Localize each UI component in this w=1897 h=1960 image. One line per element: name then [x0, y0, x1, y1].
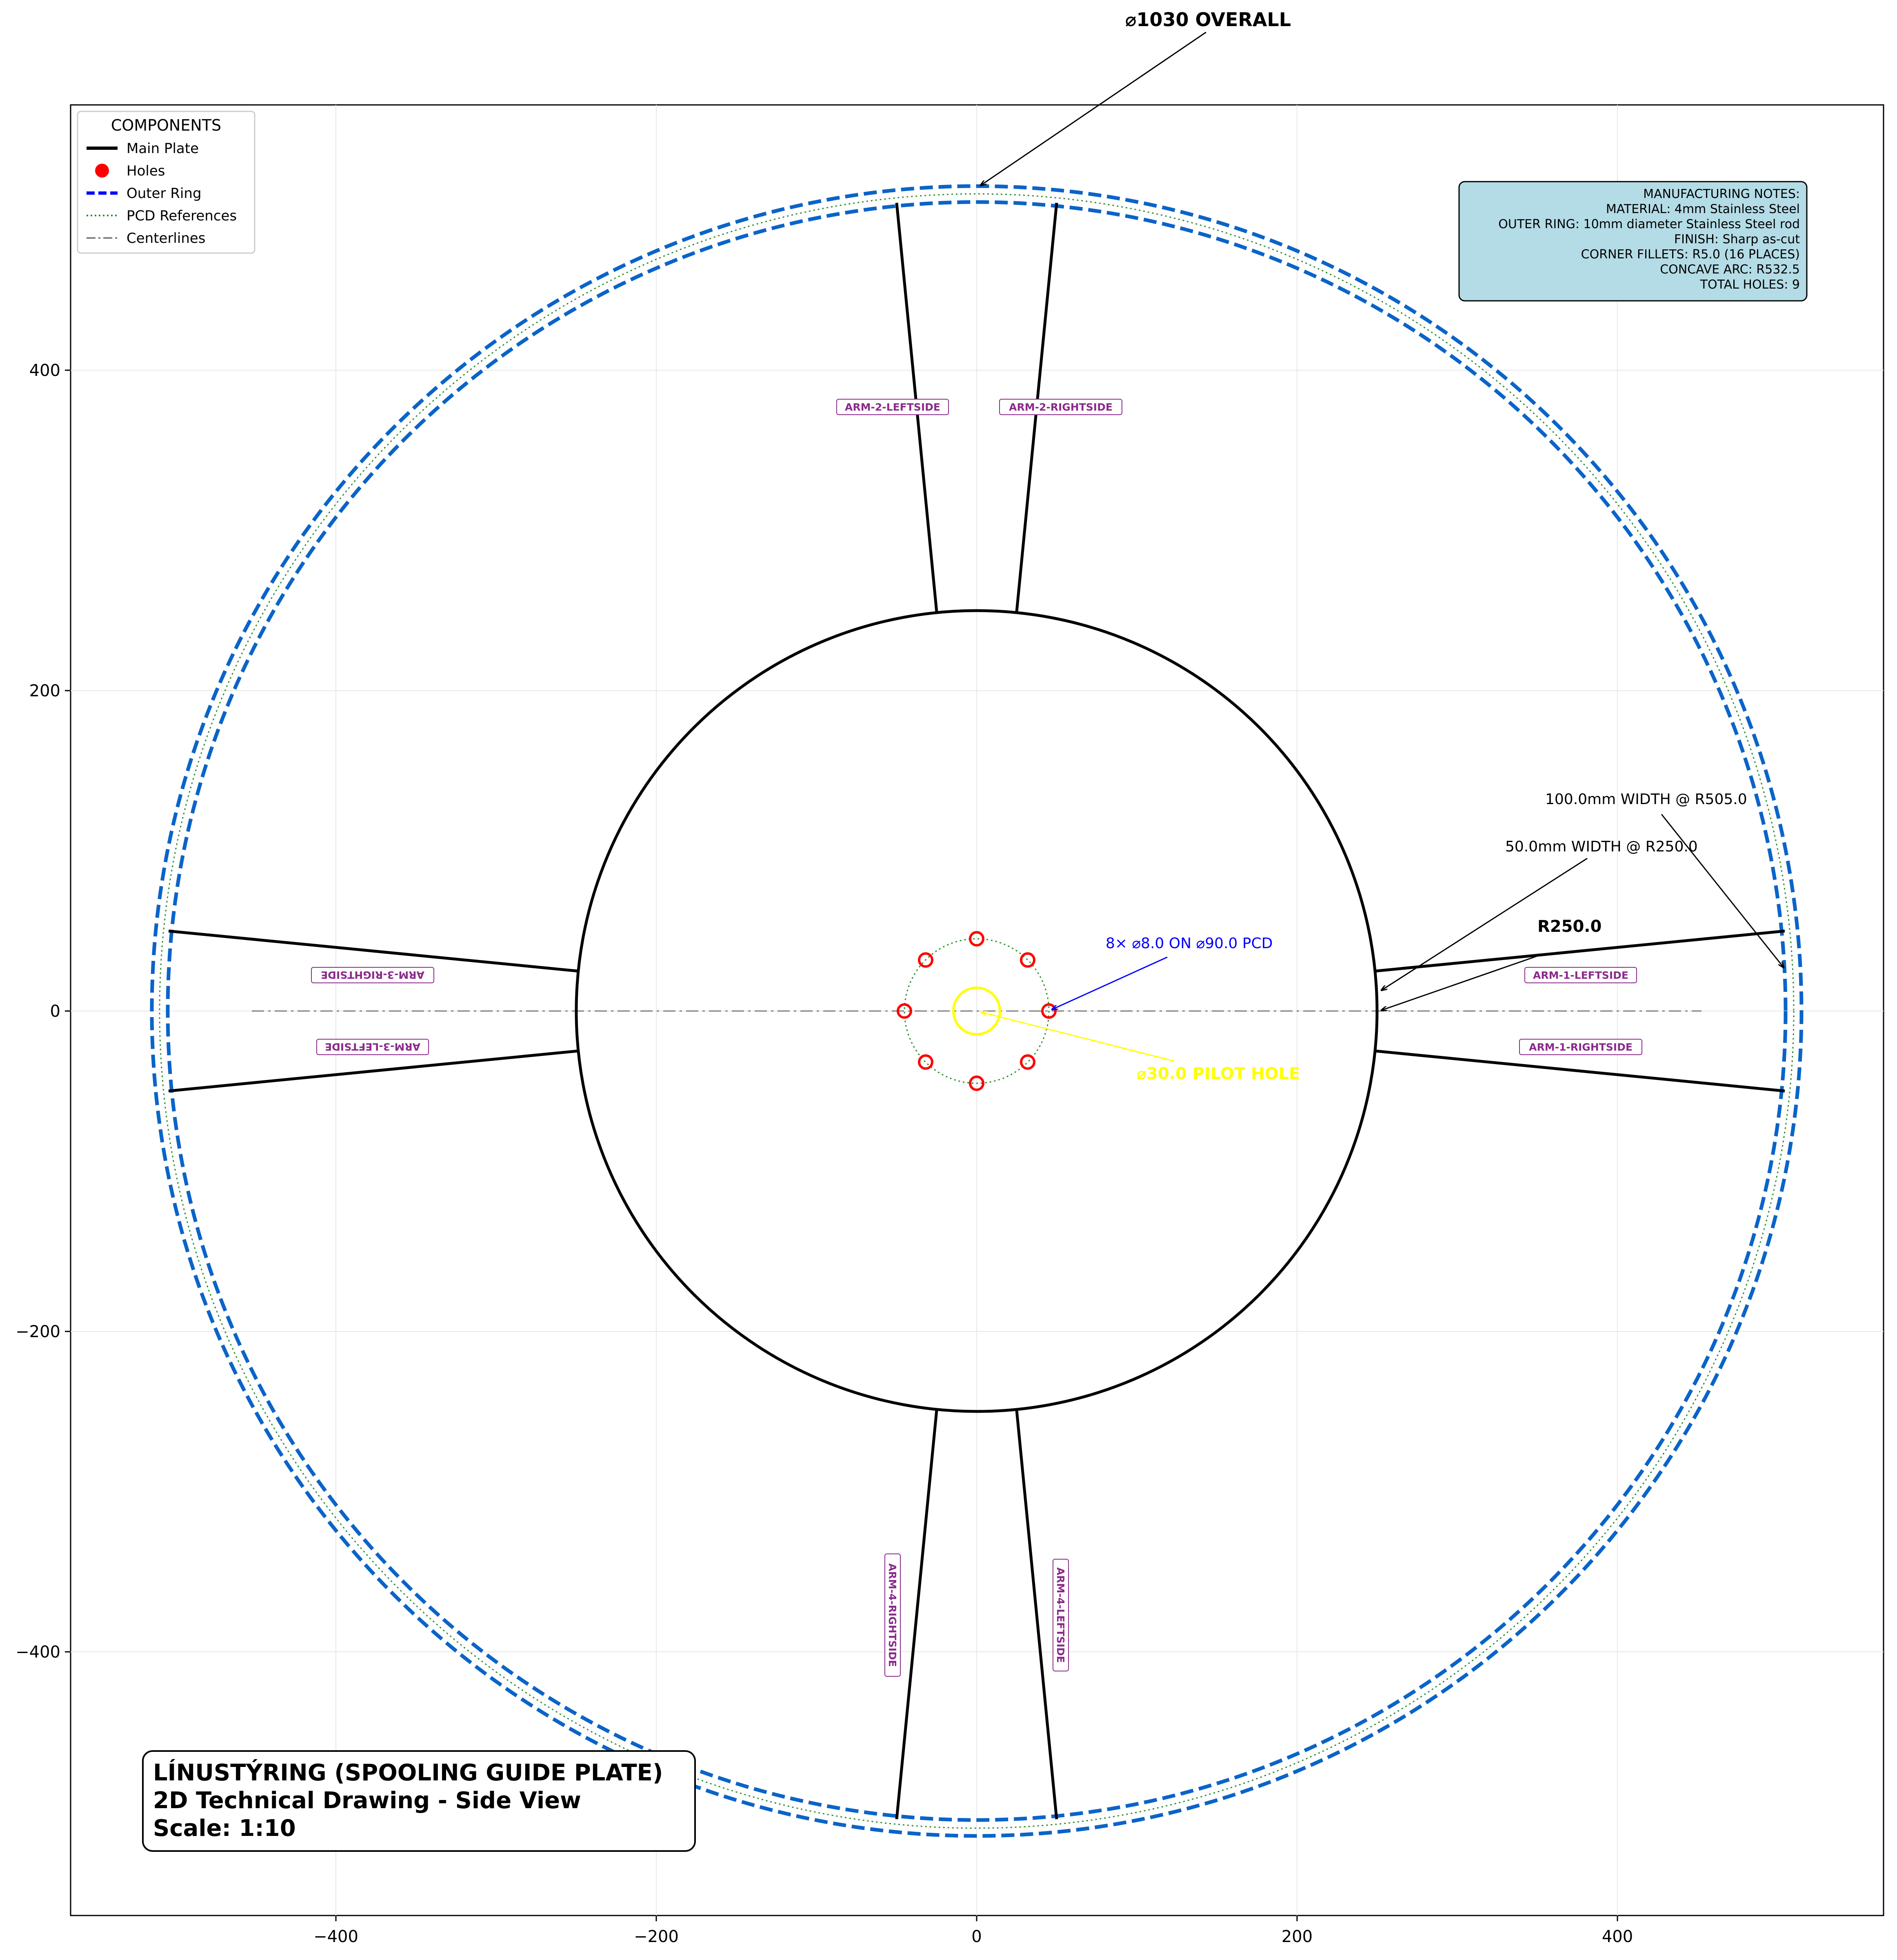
- pcd-label: 8× ⌀8.0 ON ⌀90.0 PCD: [1106, 935, 1273, 952]
- legend-swatch-holes: [95, 164, 109, 178]
- width-outer-label: 100.0mm WIDTH @ R505.0: [1545, 791, 1747, 808]
- y-tick-label: 400: [29, 361, 60, 380]
- manufacturing-notes: MANUFACTURING NOTES: MATERIAL: 4mm Stain…: [1458, 181, 1808, 302]
- arm-3-right-edge: [168, 929, 578, 973]
- drawing-subtitle: 2D Technical Drawing - Side View: [153, 1787, 581, 1814]
- bolt-hole: [969, 1076, 984, 1091]
- outer-ring-inner-edge: [166, 200, 1788, 1822]
- drawing-scale: Scale: 1:10: [153, 1815, 296, 1842]
- arm-label-1-left: ARM-1-LEFTSIDE: [1524, 967, 1637, 983]
- legend-box: [77, 111, 255, 254]
- bolt-holes: [897, 931, 1057, 1091]
- notes-line: MANUFACTURING NOTES:: [1643, 187, 1800, 201]
- arm-labels: ARM-1-LEFTSIDE ARM-1-RIGHTSIDE ARM-2-LEF…: [311, 399, 1642, 1677]
- overall-leader: [981, 31, 1206, 185]
- legend-label: PCD References: [127, 208, 237, 224]
- tick-marks: [65, 369, 1618, 1921]
- arm-label-1-right: ARM-1-RIGHTSIDE: [1519, 1039, 1642, 1055]
- pilot-hole: [952, 987, 1001, 1036]
- bolt-hole: [969, 931, 984, 947]
- radius-leader: [1382, 954, 1542, 1010]
- x-tick-label: 400: [1602, 1927, 1633, 1946]
- arm-label-text: ARM-2-RIGHTSIDE: [1009, 401, 1113, 413]
- overall-dimension-label: ⌀1030 OVERALL: [1125, 9, 1291, 31]
- notes-line: FINISH: Sharp as-cut: [1674, 232, 1800, 247]
- notes-line: TOTAL HOLES: 9: [1700, 278, 1800, 292]
- arm-label-text: ARM-1-LEFTSIDE: [1533, 969, 1628, 981]
- arm-label-text: ARM-4-LEFTSIDE: [1055, 1567, 1066, 1663]
- radius-label: R250.0: [1537, 917, 1602, 936]
- arm-label-2-left: ARM-2-LEFTSIDE: [836, 399, 949, 415]
- arm-label-4-right: ARM-4-RIGHTSIDE: [884, 1553, 901, 1677]
- legend-label: Outer Ring: [127, 185, 202, 202]
- x-tick-label: −200: [634, 1927, 679, 1946]
- notes-line: OUTER RING: 10mm diameter Stainless Stee…: [1498, 217, 1800, 231]
- arm-4-right-edge: [895, 1410, 938, 1820]
- pilot-leader: [982, 1012, 1175, 1062]
- legend-label: Holes: [127, 163, 165, 179]
- x-tick-label: −400: [313, 1927, 358, 1946]
- leader-lines: [981, 31, 1784, 1062]
- bolt-hole: [918, 952, 933, 968]
- bolt-hole: [1041, 1003, 1057, 1019]
- pcd-leader: [1052, 956, 1168, 1009]
- outer-ring-centerline: [159, 193, 1795, 1829]
- outer-ring: [150, 184, 1804, 1838]
- legend: COMPONENTS Main Plate Holes Outer Ring P…: [77, 111, 255, 254]
- legend-title: COMPONENTS: [111, 116, 221, 134]
- grid: [71, 105, 1884, 1916]
- x-tick-label: 0: [971, 1927, 982, 1946]
- width-inner-leader: [1382, 858, 1588, 990]
- arm-1-left-edge: [1375, 929, 1785, 973]
- legend-label: Centerlines: [127, 230, 206, 247]
- y-tick-labels: 400 200 0 −200 −400: [16, 361, 60, 1662]
- arm-label-3-left: ARM-3-LEFTSIDE: [316, 1039, 429, 1055]
- arm-label-4-left: ARM-4-LEFTSIDE: [1053, 1559, 1069, 1671]
- notes-line: CONCAVE ARC: R532.5: [1660, 262, 1800, 277]
- width-outer-leader: [1661, 814, 1784, 967]
- bolt-hole: [1020, 952, 1035, 968]
- x-tick-labels: −400 −200 0 200 400: [313, 1927, 1633, 1946]
- hub-circle: [575, 609, 1379, 1413]
- arm-label-2-right: ARM-2-RIGHTSIDE: [999, 399, 1122, 415]
- arm-label-text: ARM-3-RIGHTSIDE: [321, 969, 424, 981]
- width-inner-label: 50.0mm WIDTH @ R250.0: [1505, 838, 1698, 855]
- arm-label-text: ARM-3-LEFTSIDE: [325, 1041, 420, 1053]
- pcd-reference-circle: [904, 938, 1050, 1084]
- outer-ring-outer-edge: [150, 184, 1804, 1838]
- title-block: LÍNUSTÝRING (SPOOLING GUIDE PLATE) 2D Te…: [142, 1750, 696, 1852]
- arm-1-right-edge: [1375, 1049, 1785, 1093]
- notes-box: [1458, 181, 1808, 302]
- x-tick-label: 200: [1282, 1927, 1313, 1946]
- arm-label-text: ARM-4-RIGHTSIDE: [886, 1563, 898, 1667]
- y-tick-label: −200: [16, 1322, 60, 1341]
- title-box: [142, 1750, 696, 1852]
- arm-label-text: ARM-1-RIGHTSIDE: [1529, 1041, 1633, 1053]
- y-tick-label: 0: [50, 1002, 60, 1021]
- y-tick-label: −400: [16, 1643, 60, 1662]
- notes-line: MATERIAL: 4mm Stainless Steel: [1606, 202, 1800, 216]
- bolt-hole: [1020, 1054, 1035, 1070]
- arm-4-left-edge: [1015, 1410, 1058, 1820]
- arm-label-3-right: ARM-3-RIGHTSIDE: [311, 967, 434, 983]
- y-tick-label: 200: [29, 682, 60, 700]
- bolt-hole: [897, 1003, 912, 1019]
- legend-label: Main Plate: [127, 140, 199, 157]
- pilot-hole-label: ⌀30.0 PILOT HOLE: [1137, 1064, 1300, 1083]
- arm-3-left-edge: [168, 1049, 578, 1093]
- arm-label-text: ARM-2-LEFTSIDE: [845, 401, 940, 413]
- notes-line: CORNER FILLETS: R5.0 (16 PLACES): [1581, 247, 1800, 262]
- bolt-hole: [918, 1054, 933, 1070]
- drawing-title: LÍNUSTÝRING (SPOOLING GUIDE PLATE): [153, 1759, 663, 1786]
